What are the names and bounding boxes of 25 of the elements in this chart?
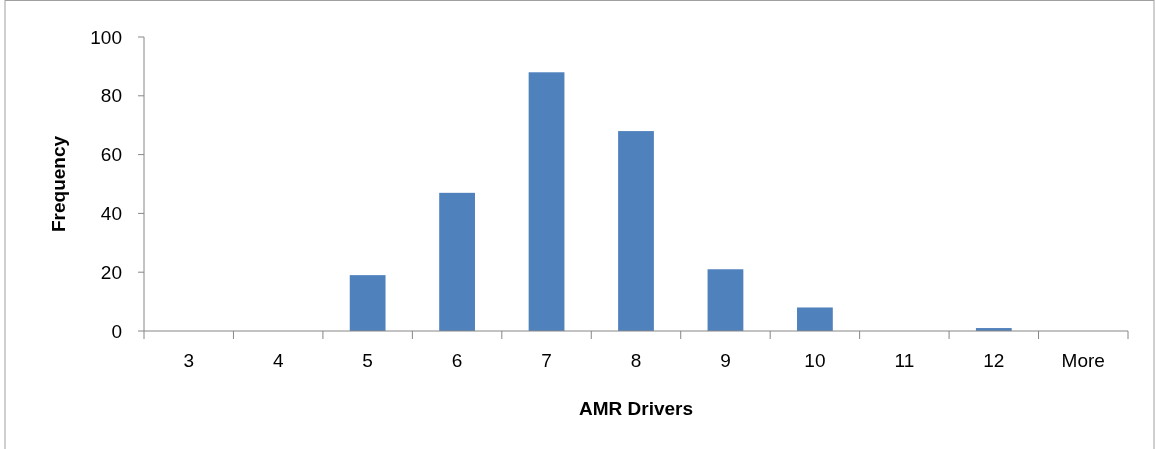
x-tick-label: 12 <box>983 350 1005 371</box>
y-tick-label: 100 <box>90 26 122 48</box>
bar <box>349 275 386 331</box>
y-tick-label: 80 <box>100 85 122 107</box>
x-axis-title: AMR Drivers <box>578 398 694 419</box>
y-axis-title: Frequency <box>48 135 69 233</box>
bar <box>528 72 565 331</box>
x-tick-label: 11 <box>894 350 915 371</box>
x-tick-label: 3 <box>183 350 195 371</box>
bar <box>707 269 744 331</box>
bar <box>618 131 654 331</box>
bar <box>439 192 475 331</box>
x-tick-label: 5 <box>362 350 373 371</box>
x-tick-label: 4 <box>272 350 284 371</box>
y-tick-label: 60 <box>100 144 122 166</box>
x-tick-label: 9 <box>720 350 731 371</box>
y-tick-label: 20 <box>100 261 122 283</box>
y-tick-label: 0 <box>111 320 122 342</box>
x-tick-label: More <box>1061 350 1105 371</box>
x-tick-label: 7 <box>541 350 552 371</box>
x-tick-label: 8 <box>630 350 642 371</box>
bar <box>797 307 833 331</box>
x-tick-label: 10 <box>804 350 826 371</box>
y-tick-label: 40 <box>100 203 122 225</box>
x-tick-label: 6 <box>451 350 463 371</box>
